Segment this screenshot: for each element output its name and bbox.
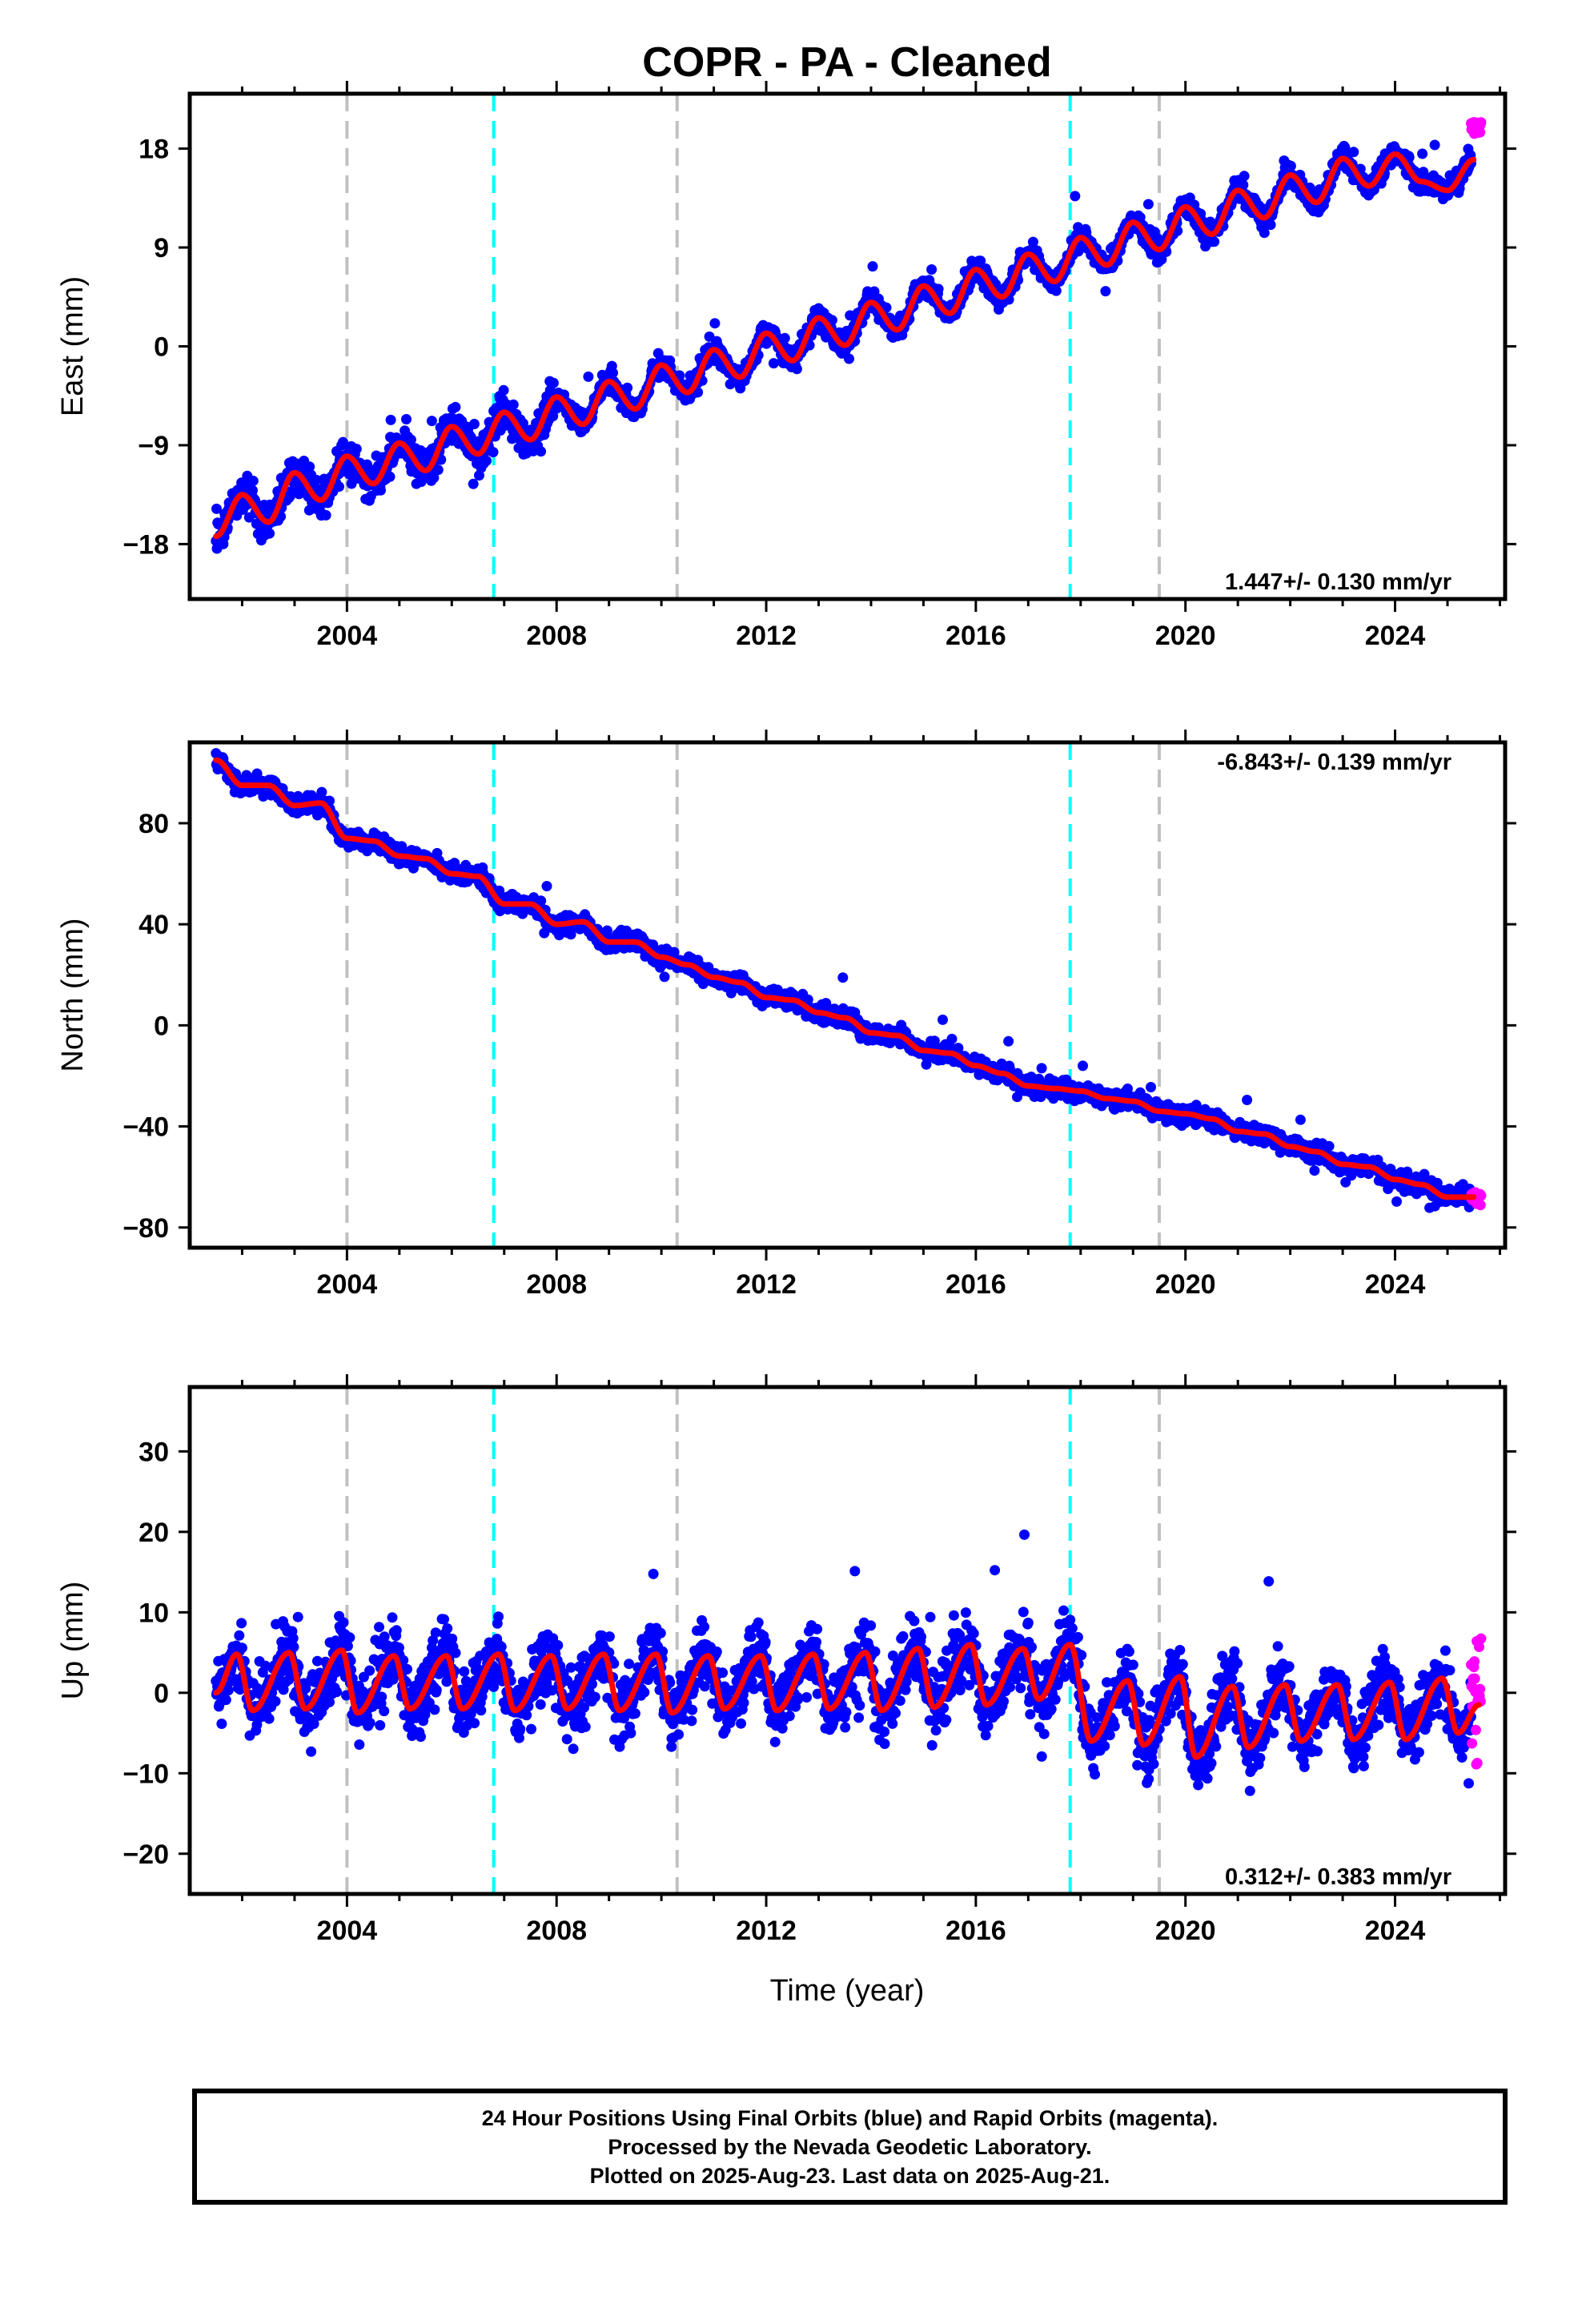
east-rapid-point <box>1476 117 1487 128</box>
east-x-tick-label: 2012 <box>736 621 797 651</box>
east-final-point <box>468 478 479 489</box>
east-final-point <box>304 461 315 472</box>
east-final-point <box>1403 152 1415 163</box>
east-final-point <box>498 384 509 396</box>
east-final-point <box>844 353 854 364</box>
east-final-point <box>1265 219 1276 231</box>
figure-title: COPR - PA - Cleaned <box>642 39 1051 86</box>
east-final-point <box>320 509 331 521</box>
east-x-tick-label: 2020 <box>1155 621 1216 651</box>
east-final-point <box>1142 199 1154 210</box>
east-final-point <box>1259 227 1270 239</box>
east-final-point <box>1027 236 1038 247</box>
east-panel: 2004 2008 2012 2016 2020 2024 18 9 0 −9 −18 East (m… <box>56 81 1516 651</box>
east-final-point <box>264 528 275 539</box>
east-final-point <box>926 264 938 275</box>
east-rapid-point <box>1475 127 1486 138</box>
east-final-point <box>1238 179 1249 191</box>
north-final-point <box>837 972 849 983</box>
north-final-point <box>669 947 680 958</box>
north-final-point <box>316 786 327 798</box>
east-final-point <box>826 315 837 326</box>
east-final-point <box>334 481 344 493</box>
east-y-tick-label: 0 <box>154 332 169 363</box>
east-final-point <box>536 446 547 457</box>
east-x-tick-label: 2004 <box>317 621 378 651</box>
east-final-point <box>709 318 721 329</box>
east-final-point <box>1156 254 1167 265</box>
north-final-point <box>1309 1165 1320 1176</box>
east-final-point <box>508 399 519 410</box>
north-final-point <box>946 1033 958 1044</box>
east-final-point <box>1429 139 1440 151</box>
north-final-point <box>541 881 552 891</box>
east-final-point <box>384 471 396 482</box>
north-final-point <box>659 971 670 983</box>
east-y-axis-label: East (mm) <box>56 276 90 416</box>
east-final-point <box>351 444 362 455</box>
north-final-point <box>1078 1060 1088 1072</box>
east-final-point <box>436 454 447 465</box>
east-final-point <box>548 377 559 388</box>
east-y-tick-label: −18 <box>122 529 169 560</box>
east-final-point <box>401 414 412 424</box>
east-final-point <box>975 255 986 267</box>
east-final-point <box>622 382 633 393</box>
east-y-tick-label: −9 <box>138 431 169 461</box>
east-final-point <box>1070 191 1081 202</box>
east-y-tick-label: 9 <box>154 233 169 263</box>
north-final-point <box>1242 1095 1253 1105</box>
east-rapid-orbit-points <box>1466 117 1487 139</box>
east-final-point <box>1417 148 1428 159</box>
east-final-point <box>481 455 492 466</box>
east-final-point <box>608 368 618 379</box>
east-final-point <box>1050 285 1062 296</box>
east-final-point <box>468 419 480 429</box>
north-final-point <box>565 929 576 940</box>
east-final-point <box>779 332 790 344</box>
east-final-point <box>450 401 461 412</box>
east-final-point <box>338 436 348 448</box>
east-final-point <box>791 364 802 375</box>
east-final-point <box>405 434 416 445</box>
east-final-point <box>247 476 259 486</box>
north-panel: 2004 2008 2012 2016 2020 202480400−40−80North… <box>56 730 1516 1300</box>
east-final-point <box>211 503 222 514</box>
east-final-point <box>415 445 426 456</box>
north-final-point <box>1146 1082 1156 1092</box>
east-final-point <box>426 416 437 427</box>
east-final-point <box>583 371 594 382</box>
east-final-point <box>768 358 779 369</box>
east-final-point <box>375 485 386 496</box>
east-final-point <box>432 464 444 476</box>
east-final-point <box>385 414 396 425</box>
east-final-point <box>1239 171 1250 182</box>
east-velocity-label: 1.447+/- 0.130 mm/yr <box>1225 569 1452 595</box>
east-x-tick-label: 2016 <box>946 621 1006 651</box>
north-final-point <box>938 1014 948 1025</box>
east-final-point <box>247 485 258 496</box>
east-x-tick-label: 2024 <box>1365 621 1426 651</box>
east-final-point <box>1209 236 1220 247</box>
east-final-point <box>867 261 878 272</box>
east-x-tick-label: 2008 <box>526 621 587 651</box>
north-final-point <box>1036 1063 1047 1074</box>
east-model-fit-line <box>213 151 1477 540</box>
north-final-point <box>1012 1092 1022 1103</box>
north-final-point <box>1003 1035 1014 1047</box>
east-final-point <box>1100 286 1111 297</box>
north-final-point <box>1295 1114 1306 1125</box>
east-final-point <box>1348 147 1359 158</box>
east-final-point <box>1285 160 1296 171</box>
north-final-point <box>536 895 547 907</box>
east-final-point <box>488 447 499 458</box>
east-y-tick-label: 18 <box>139 135 169 165</box>
east-final-point <box>311 474 322 485</box>
east-final-point <box>933 283 944 295</box>
north-final-point <box>921 1059 932 1070</box>
